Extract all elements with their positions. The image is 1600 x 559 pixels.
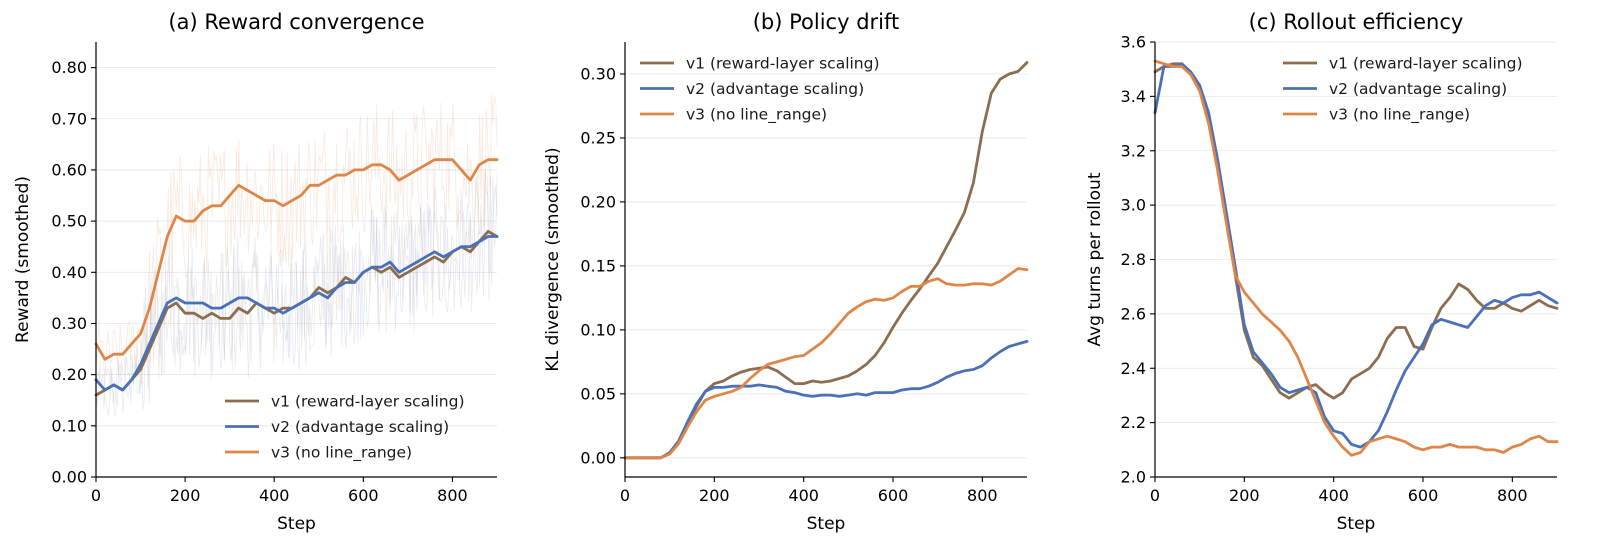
x-tick-label: 400 [1318,486,1349,505]
series-line-1 [94,235,499,392]
chart-panel-1: 0.00 0.05 0.10 0.15 0.20 0.25 0.30 0 200 400 600 80… [543,10,1029,534]
x-tick-label: 0 [91,486,101,505]
y-tick-label: 0.05 [580,384,616,403]
chart-title: (c) Rollout efficiency [1249,10,1464,34]
legend-entry-2: v3 (no line_range) [686,106,827,125]
chart-panel-0: 0.00 0.10 0.20 0.30 0.40 0.50 0.60 0.70 0.80 0 200… [13,10,499,534]
x-tick-label: 800 [967,486,998,505]
legend-entry-1: v2 (advantage scaling) [686,80,864,98]
legend-entry-0: v1 (reward-layer scaling) [271,393,465,411]
x-tick-label: 800 [437,486,468,505]
y-tick-label: 0.30 [51,314,87,333]
x-axis-label: Step [277,514,316,534]
x-tick-label: 600 [1408,486,1439,505]
x-tick-label: 0 [1150,486,1160,505]
x-tick-label: 600 [878,486,909,505]
legend: v1 (reward-layer scaling) v2 (advantage s… [1283,55,1523,125]
y-tick-label: 0.20 [51,365,87,384]
y-tick-label: 2.0 [1121,468,1146,487]
y-tick-label: 0.00 [580,448,616,467]
x-tick-label: 800 [1497,486,1528,505]
y-tick-label: 0.25 [580,128,616,147]
y-tick-label: 0.30 [580,64,616,83]
legend-entry-0: v1 (reward-layer scaling) [1329,55,1523,73]
y-tick-label: 0.15 [580,256,616,275]
legend-entry-2: v3 (no line_range) [271,444,412,463]
y-tick-label: 0.10 [51,416,87,435]
raw-series-line-2 [95,93,498,386]
y-tick-label: 3.6 [1121,33,1146,52]
legend-entry-0: v1 (reward-layer scaling) [686,55,880,73]
x-tick-label: 0 [620,486,630,505]
chart-panel-2: 2.0 2.2 2.4 2.6 2.8 3.0 3.2 3.4 3.6 0 200 400 600 800… [1085,10,1559,534]
y-tick-label: 0.20 [580,192,616,211]
y-tick-label: 2.2 [1121,413,1146,432]
legend: v1 (reward-layer scaling) v2 (advantage s… [225,393,465,463]
y-tick-label: 0.80 [51,58,87,77]
raw-series-line-0 [95,169,498,414]
series-line-2 [94,158,499,361]
y-tick-label: 2.4 [1121,359,1146,378]
chart-title: (b) Policy drift [753,10,900,34]
y-tick-label: 0.70 [51,109,87,128]
series-line-1 [1153,62,1559,449]
x-tick-label: 400 [259,486,290,505]
chart-title: (a) Reward convergence [168,10,424,34]
y-tick-label: 0.00 [51,468,87,487]
x-tick-label: 600 [348,486,379,505]
y-tick-label: 3.0 [1121,196,1146,215]
y-tick-label: 0.40 [51,263,87,282]
y-axis-label: Reward (smoothed) [13,176,33,343]
series-line-2 [1153,59,1559,457]
raw-series-line-1 [95,171,498,416]
x-axis-label: Step [807,514,846,534]
y-axis-label: KL divergence (smoothed) [543,147,563,371]
y-axis-label: Avg turns per rollout [1085,172,1105,346]
y-tick-label: 0.50 [51,212,87,231]
y-tick-label: 2.8 [1121,250,1146,269]
legend: v1 (reward-layer scaling) v2 (advantage s… [640,55,880,125]
y-tick-label: 0.10 [580,320,616,339]
y-tick-label: 3.4 [1121,87,1146,106]
x-tick-label: 200 [170,486,201,505]
y-tick-label: 2.6 [1121,304,1146,323]
x-tick-label: 200 [1229,486,1260,505]
legend-entry-1: v2 (advantage scaling) [1329,80,1507,98]
x-axis-label: Step [1337,514,1376,534]
series-line-2 [623,267,1029,460]
x-tick-label: 200 [699,486,730,505]
y-tick-label: 0.60 [51,160,87,179]
legend-entry-1: v2 (advantage scaling) [271,418,449,436]
x-tick-label: 400 [788,486,819,505]
y-tick-label: 3.2 [1121,141,1146,160]
series-line-1 [623,339,1029,460]
legend-entry-2: v3 (no line_range) [1329,106,1470,125]
